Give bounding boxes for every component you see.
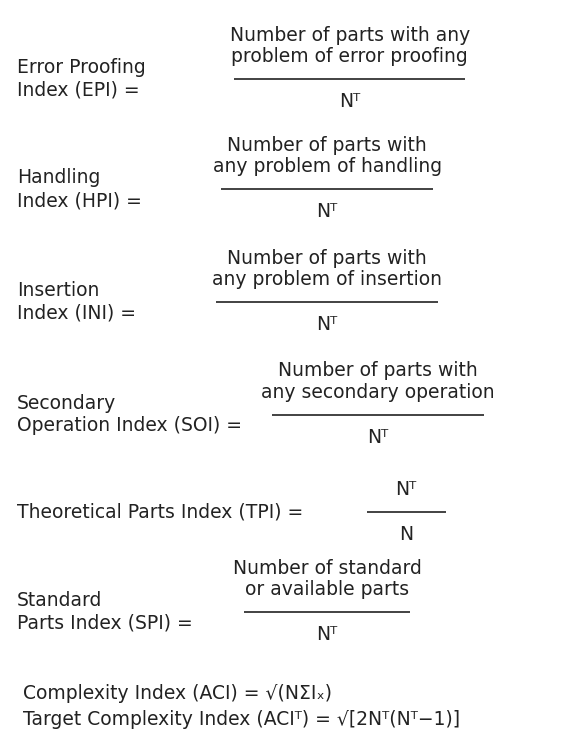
Text: Handling: Handling [17,168,100,188]
Text: Nᵀ: Nᵀ [367,427,389,447]
Text: Index (HPI) =: Index (HPI) = [17,191,142,210]
Text: Number of parts with: Number of parts with [278,361,478,381]
Text: any problem of insertion: any problem of insertion [212,270,442,289]
Text: Index (INI) =: Index (INI) = [17,303,136,323]
Text: Number of parts with: Number of parts with [227,249,427,268]
Text: any problem of handling: any problem of handling [213,157,442,176]
Text: Error Proofing: Error Proofing [17,58,146,77]
Text: Nᵀ: Nᵀ [316,202,338,222]
Text: Number of parts with any: Number of parts with any [230,26,470,45]
Text: Complexity Index (ACI) = √(NΣIₓ): Complexity Index (ACI) = √(NΣIₓ) [23,684,332,704]
Text: Number of parts with: Number of parts with [227,136,427,155]
Text: Index (EPI) =: Index (EPI) = [17,80,139,100]
Text: or available parts: or available parts [245,580,409,599]
Text: Nᵀ: Nᵀ [395,480,417,499]
Text: Operation Index (SOI) =: Operation Index (SOI) = [17,416,242,436]
Text: N: N [399,525,413,544]
Text: Secondary: Secondary [17,394,116,413]
Text: Standard: Standard [17,591,102,611]
Text: Nᵀ: Nᵀ [316,625,338,644]
Text: Nᵀ: Nᵀ [316,315,338,334]
Text: Nᵀ: Nᵀ [339,92,360,111]
Text: Theoretical Parts Index (TPI) =: Theoretical Parts Index (TPI) = [17,502,303,522]
Text: problem of error proofing: problem of error proofing [231,47,468,66]
Text: Insertion: Insertion [17,281,99,300]
Text: Target Complexity Index (ACIᵀ) = √[2Nᵀ(Nᵀ−1)]: Target Complexity Index (ACIᵀ) = √[2Nᵀ(N… [23,710,460,729]
Text: Number of standard: Number of standard [233,559,421,578]
Text: any secondary operation: any secondary operation [261,382,495,402]
Text: Parts Index (SPI) =: Parts Index (SPI) = [17,614,193,633]
